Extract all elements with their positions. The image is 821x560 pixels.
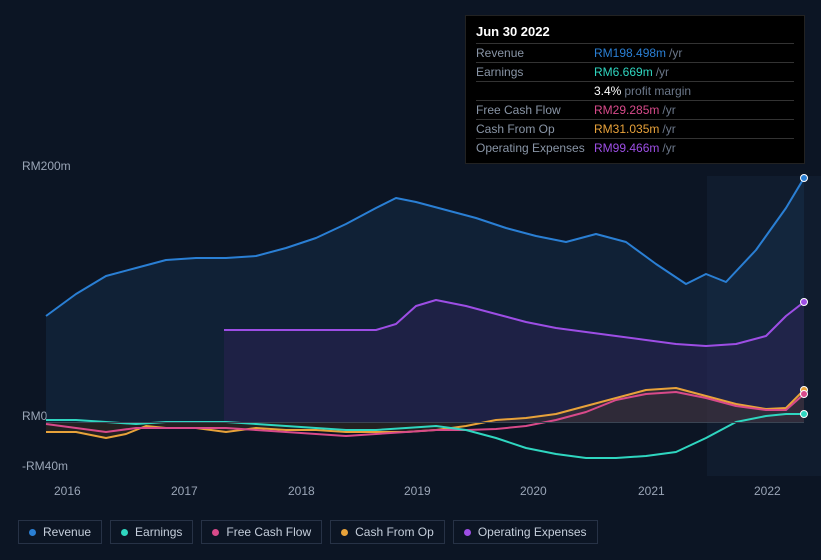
tooltip-row: Cash From OpRM31.035m/yr <box>476 119 794 138</box>
series-end-marker <box>800 174 808 182</box>
tooltip-value: 3.4% <box>594 84 621 98</box>
legend-label: Operating Expenses <box>478 525 587 539</box>
series-end-marker <box>800 410 808 418</box>
tooltip-value: RM29.285m <box>594 103 659 117</box>
chart-tooltip: Jun 30 2022 RevenueRM198.498m/yrEarnings… <box>465 15 805 164</box>
series-end-marker <box>800 390 808 398</box>
tooltip-row: 3.4%profit margin <box>476 81 794 100</box>
legend-item[interactable]: Free Cash Flow <box>201 520 322 544</box>
tooltip-date: Jun 30 2022 <box>476 22 794 43</box>
legend-dot-icon <box>212 529 219 536</box>
zero-baseline <box>46 422 804 423</box>
legend-item[interactable]: Operating Expenses <box>453 520 598 544</box>
x-axis-label: 2021 <box>638 484 665 498</box>
legend-label: Revenue <box>43 525 91 539</box>
tooltip-row: Free Cash FlowRM29.285m/yr <box>476 100 794 119</box>
legend-dot-icon <box>464 529 471 536</box>
tooltip-value: RM31.035m <box>594 122 659 136</box>
series-end-marker <box>800 298 808 306</box>
x-axis-label: 2019 <box>404 484 431 498</box>
tooltip-unit: /yr <box>662 141 675 155</box>
x-axis-label: 2022 <box>754 484 781 498</box>
tooltip-label <box>476 84 594 98</box>
x-axis-label: 2018 <box>288 484 315 498</box>
tooltip-row: RevenueRM198.498m/yr <box>476 43 794 62</box>
chart-legend: Revenue Earnings Free Cash Flow Cash From O… <box>18 520 598 544</box>
tooltip-label: Earnings <box>476 65 594 79</box>
x-axis-label: 2016 <box>54 484 81 498</box>
y-axis-label: RM200m <box>22 159 71 173</box>
legend-item[interactable]: Revenue <box>18 520 102 544</box>
x-axis-label: 2017 <box>171 484 198 498</box>
legend-item[interactable]: Earnings <box>110 520 193 544</box>
tooltip-row: EarningsRM6.669m/yr <box>476 62 794 81</box>
tooltip-label: Free Cash Flow <box>476 103 594 117</box>
legend-label: Earnings <box>135 525 182 539</box>
legend-item[interactable]: Cash From Op <box>330 520 445 544</box>
financials-chart <box>18 176 804 476</box>
tooltip-unit: /yr <box>662 122 675 136</box>
legend-label: Free Cash Flow <box>226 525 311 539</box>
tooltip-label: Operating Expenses <box>476 141 594 155</box>
tooltip-label: Cash From Op <box>476 122 594 136</box>
tooltip-unit: /yr <box>669 46 682 60</box>
tooltip-value: RM198.498m <box>594 46 666 60</box>
tooltip-unit: /yr <box>656 65 669 79</box>
tooltip-unit: profit margin <box>624 84 691 98</box>
legend-dot-icon <box>29 529 36 536</box>
legend-label: Cash From Op <box>355 525 434 539</box>
tooltip-label: Revenue <box>476 46 594 60</box>
tooltip-value: RM99.466m <box>594 141 659 155</box>
legend-dot-icon <box>121 529 128 536</box>
tooltip-unit: /yr <box>662 103 675 117</box>
legend-dot-icon <box>341 529 348 536</box>
tooltip-value: RM6.669m <box>594 65 653 79</box>
tooltip-row: Operating ExpensesRM99.466m/yr <box>476 138 794 157</box>
x-axis-label: 2020 <box>520 484 547 498</box>
